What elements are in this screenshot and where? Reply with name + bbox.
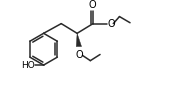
Text: O: O xyxy=(75,50,83,60)
Polygon shape xyxy=(76,33,82,47)
Text: HO: HO xyxy=(21,61,35,70)
Text: O: O xyxy=(89,0,96,10)
Text: O: O xyxy=(108,19,116,29)
